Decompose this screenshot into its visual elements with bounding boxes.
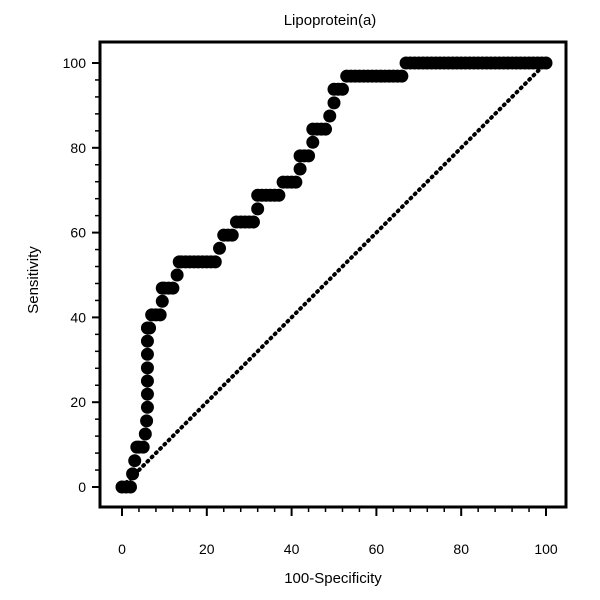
roc-point <box>213 241 227 255</box>
roc-point <box>140 374 154 388</box>
roc-point <box>143 321 157 335</box>
roc-point <box>208 255 222 269</box>
reference-diagonal-line <box>120 61 548 489</box>
roc-point <box>153 308 167 322</box>
roc-point <box>138 427 152 441</box>
roc-point <box>327 96 341 110</box>
chart-title: Lipoprotein(a) <box>284 12 377 29</box>
roc-point <box>140 361 154 375</box>
roc-point <box>166 281 180 295</box>
roc-point <box>272 188 286 202</box>
roc-point <box>319 122 333 136</box>
y-tick-label: 60 <box>70 225 86 241</box>
roc-point <box>306 135 320 149</box>
roc-point <box>140 400 154 414</box>
roc-point <box>302 149 316 163</box>
roc-point <box>126 467 140 481</box>
y-tick-label: 80 <box>70 140 86 156</box>
roc-point <box>225 228 239 242</box>
roc-point <box>395 69 409 83</box>
roc-point <box>140 347 154 361</box>
roc-points-layer <box>115 56 553 494</box>
roc-point <box>289 175 303 189</box>
y-axis-label: Sensitivity <box>25 246 42 314</box>
x-tick-label: 20 <box>199 541 215 557</box>
x-tick-label: 100 <box>534 541 558 557</box>
roc-point <box>128 454 142 468</box>
roc-point <box>140 334 154 348</box>
roc-point <box>123 480 137 494</box>
x-tick-label: 40 <box>284 541 300 557</box>
x-axis-ticks: 0 20 40 60 80 100 <box>118 507 558 557</box>
roc-point <box>335 82 349 96</box>
y-tick-label: 100 <box>63 55 87 71</box>
x-tick-label: 80 <box>453 541 469 557</box>
roc-point <box>323 109 337 123</box>
x-tick-label: 0 <box>118 541 126 557</box>
roc-point <box>293 162 307 176</box>
y-tick-label: 40 <box>70 309 86 325</box>
roc-point <box>539 56 553 70</box>
roc-point <box>140 414 154 428</box>
x-axis-label: 100-Specificity <box>284 570 382 587</box>
roc-point <box>136 440 150 454</box>
plot-frame <box>98 40 568 509</box>
roc-point <box>170 268 184 282</box>
roc-point <box>140 387 154 401</box>
x-tick-label: 60 <box>369 541 385 557</box>
y-axis-ticks: 0 20 40 60 80 100 <box>63 55 100 495</box>
y-tick-label: 0 <box>78 479 86 495</box>
y-tick-label: 20 <box>70 394 86 410</box>
reference-line-layer <box>120 61 548 489</box>
roc-point <box>251 202 265 216</box>
roc-point <box>155 294 169 308</box>
roc-point <box>246 215 260 229</box>
